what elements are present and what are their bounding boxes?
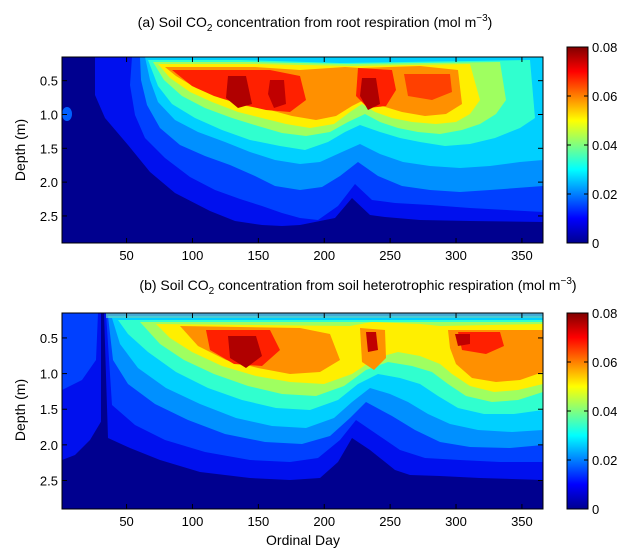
- panel-a-xtick-label: 350: [511, 248, 533, 263]
- panel-b-title-part-1: (b) Soil CO: [139, 277, 208, 293]
- panel-a-title-sub: 2: [207, 23, 213, 34]
- panel-b-ytick-label: 1.5: [40, 402, 58, 417]
- panel-b-contour-0.08-c: [455, 334, 470, 346]
- panel-b-title-sup: −3: [560, 276, 572, 287]
- panel-b-xtick-label: 350: [511, 514, 533, 529]
- panel-a-xtick-label: 100: [182, 248, 204, 263]
- panel-b-xtick-label: 150: [248, 514, 270, 529]
- panel-b-xtick-label: 50: [119, 514, 133, 529]
- panel-a-contour-0.07-c: [404, 74, 452, 100]
- panel-a-colorbar-ticks: 0 0.02 0.04 0.06 0.08: [567, 40, 617, 251]
- panel-a-xtick-label: 250: [379, 248, 401, 263]
- panel-b-dry-gap: [101, 313, 105, 509]
- panel-b-contour-0.08-b: [366, 332, 378, 352]
- panel-b-xlabel: Ordinal Day: [266, 532, 340, 548]
- panel-a-title-part-2: concentration from root respiration (mol…: [212, 14, 476, 30]
- panel-b-title-part-3: ): [572, 277, 577, 293]
- panel-a-title: (a) Soil CO2 concentration from root res…: [138, 13, 493, 34]
- panel-a-colorbar-tick-label: 0.02: [592, 187, 617, 202]
- panel-a-ytick-label: 2.5: [40, 209, 58, 224]
- panel-a-xtick-label: 300: [445, 248, 467, 263]
- panel-a-ytick-label: 1.5: [40, 141, 58, 156]
- panel-b-xtick-label: 200: [313, 514, 335, 529]
- panel-b-colorbar-ticks: 0 0.02 0.04 0.06 0.08: [567, 306, 617, 517]
- panel-b-title-part-2: concentration from soil heterotrophic re…: [214, 277, 560, 293]
- panel-b-xtick-label: 300: [445, 514, 467, 529]
- panel-a-xtick-label: 150: [248, 248, 270, 263]
- panel-a-colorbar-tick-label: 0: [592, 236, 599, 251]
- panel-a-ytick-label: 0.5: [40, 74, 58, 89]
- panel-a-xtick-label: 50: [119, 248, 133, 263]
- panel-a-colorbar-tick-label: 0.08: [592, 40, 617, 55]
- panel-b-colorbar-tick-label: 0.02: [592, 453, 617, 468]
- panel-a: (a) Soil CO2 concentration from root res…: [12, 13, 617, 263]
- panel-a-contour-0.08-c: [268, 80, 286, 108]
- panel-b-ytick-label: 1.0: [40, 367, 58, 382]
- panel-b-xtick-label: 100: [182, 514, 204, 529]
- panel-b-ytick-label: 0.5: [40, 331, 58, 346]
- panel-a-colorbar-tick-label: 0.04: [592, 138, 617, 153]
- panel-b-colorbar-tick-label: 0.08: [592, 306, 617, 321]
- panel-b-colorbar-tick-label: 0.06: [592, 355, 617, 370]
- panel-b-colorbar-tick-label: 0.04: [592, 404, 617, 419]
- panel-a-axes-frame: [61, 56, 544, 244]
- panel-b-contour-0.08: [228, 336, 262, 368]
- panel-a-title-part-3: ): [488, 14, 493, 30]
- panel-b-colorbar-tick-label: 0: [592, 502, 599, 517]
- panel-a-colorbar-tick-label: 0.06: [592, 89, 617, 104]
- panel-b: (b) Soil CO2 concentration from soil het…: [12, 276, 617, 548]
- panel-a-xtick-label: 200: [313, 248, 335, 263]
- panel-a-title-sup: −3: [476, 13, 488, 24]
- panel-a-contour-0.08-a: [226, 76, 252, 108]
- panel-b-axes: 50 100 150 200 250 300 350 0.5 1.0 1.5 2.0 2.5: [40, 313, 543, 529]
- panel-b-title-sub: 2: [209, 286, 215, 297]
- panel-a-contour-0.08-b: [360, 78, 380, 110]
- panel-a-ytick-label: 1.0: [40, 107, 58, 122]
- panel-b-ytick-label: 2.5: [40, 473, 58, 488]
- panel-a-ylabel: Depth (m): [12, 119, 28, 181]
- panel-b-xtick-label: 250: [379, 514, 401, 529]
- panel-a-title-part-1: (a) Soil CO: [138, 14, 207, 30]
- panel-b-ylabel: Depth (m): [12, 379, 28, 441]
- panel-a-heatmap: [62, 57, 543, 243]
- panel-b-title: (b) Soil CO2 concentration from soil het…: [139, 276, 576, 297]
- panel-b-heatmap: [62, 313, 543, 509]
- panel-b-contour-left-0.01: [62, 313, 98, 390]
- panel-b-axes-frame: [61, 312, 544, 510]
- panel-a-axes: 50 100 150 200 250 300 350 0.5 1.0 1.5 2.0 2.5: [40, 57, 543, 263]
- panel-b-ytick-label: 2.0: [40, 438, 58, 453]
- panel-a-ytick-label: 2.0: [40, 175, 58, 190]
